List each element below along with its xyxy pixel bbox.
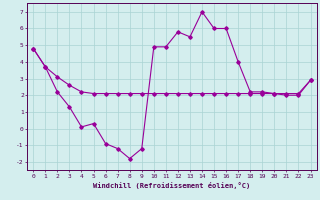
X-axis label: Windchill (Refroidissement éolien,°C): Windchill (Refroidissement éolien,°C) (93, 182, 251, 189)
